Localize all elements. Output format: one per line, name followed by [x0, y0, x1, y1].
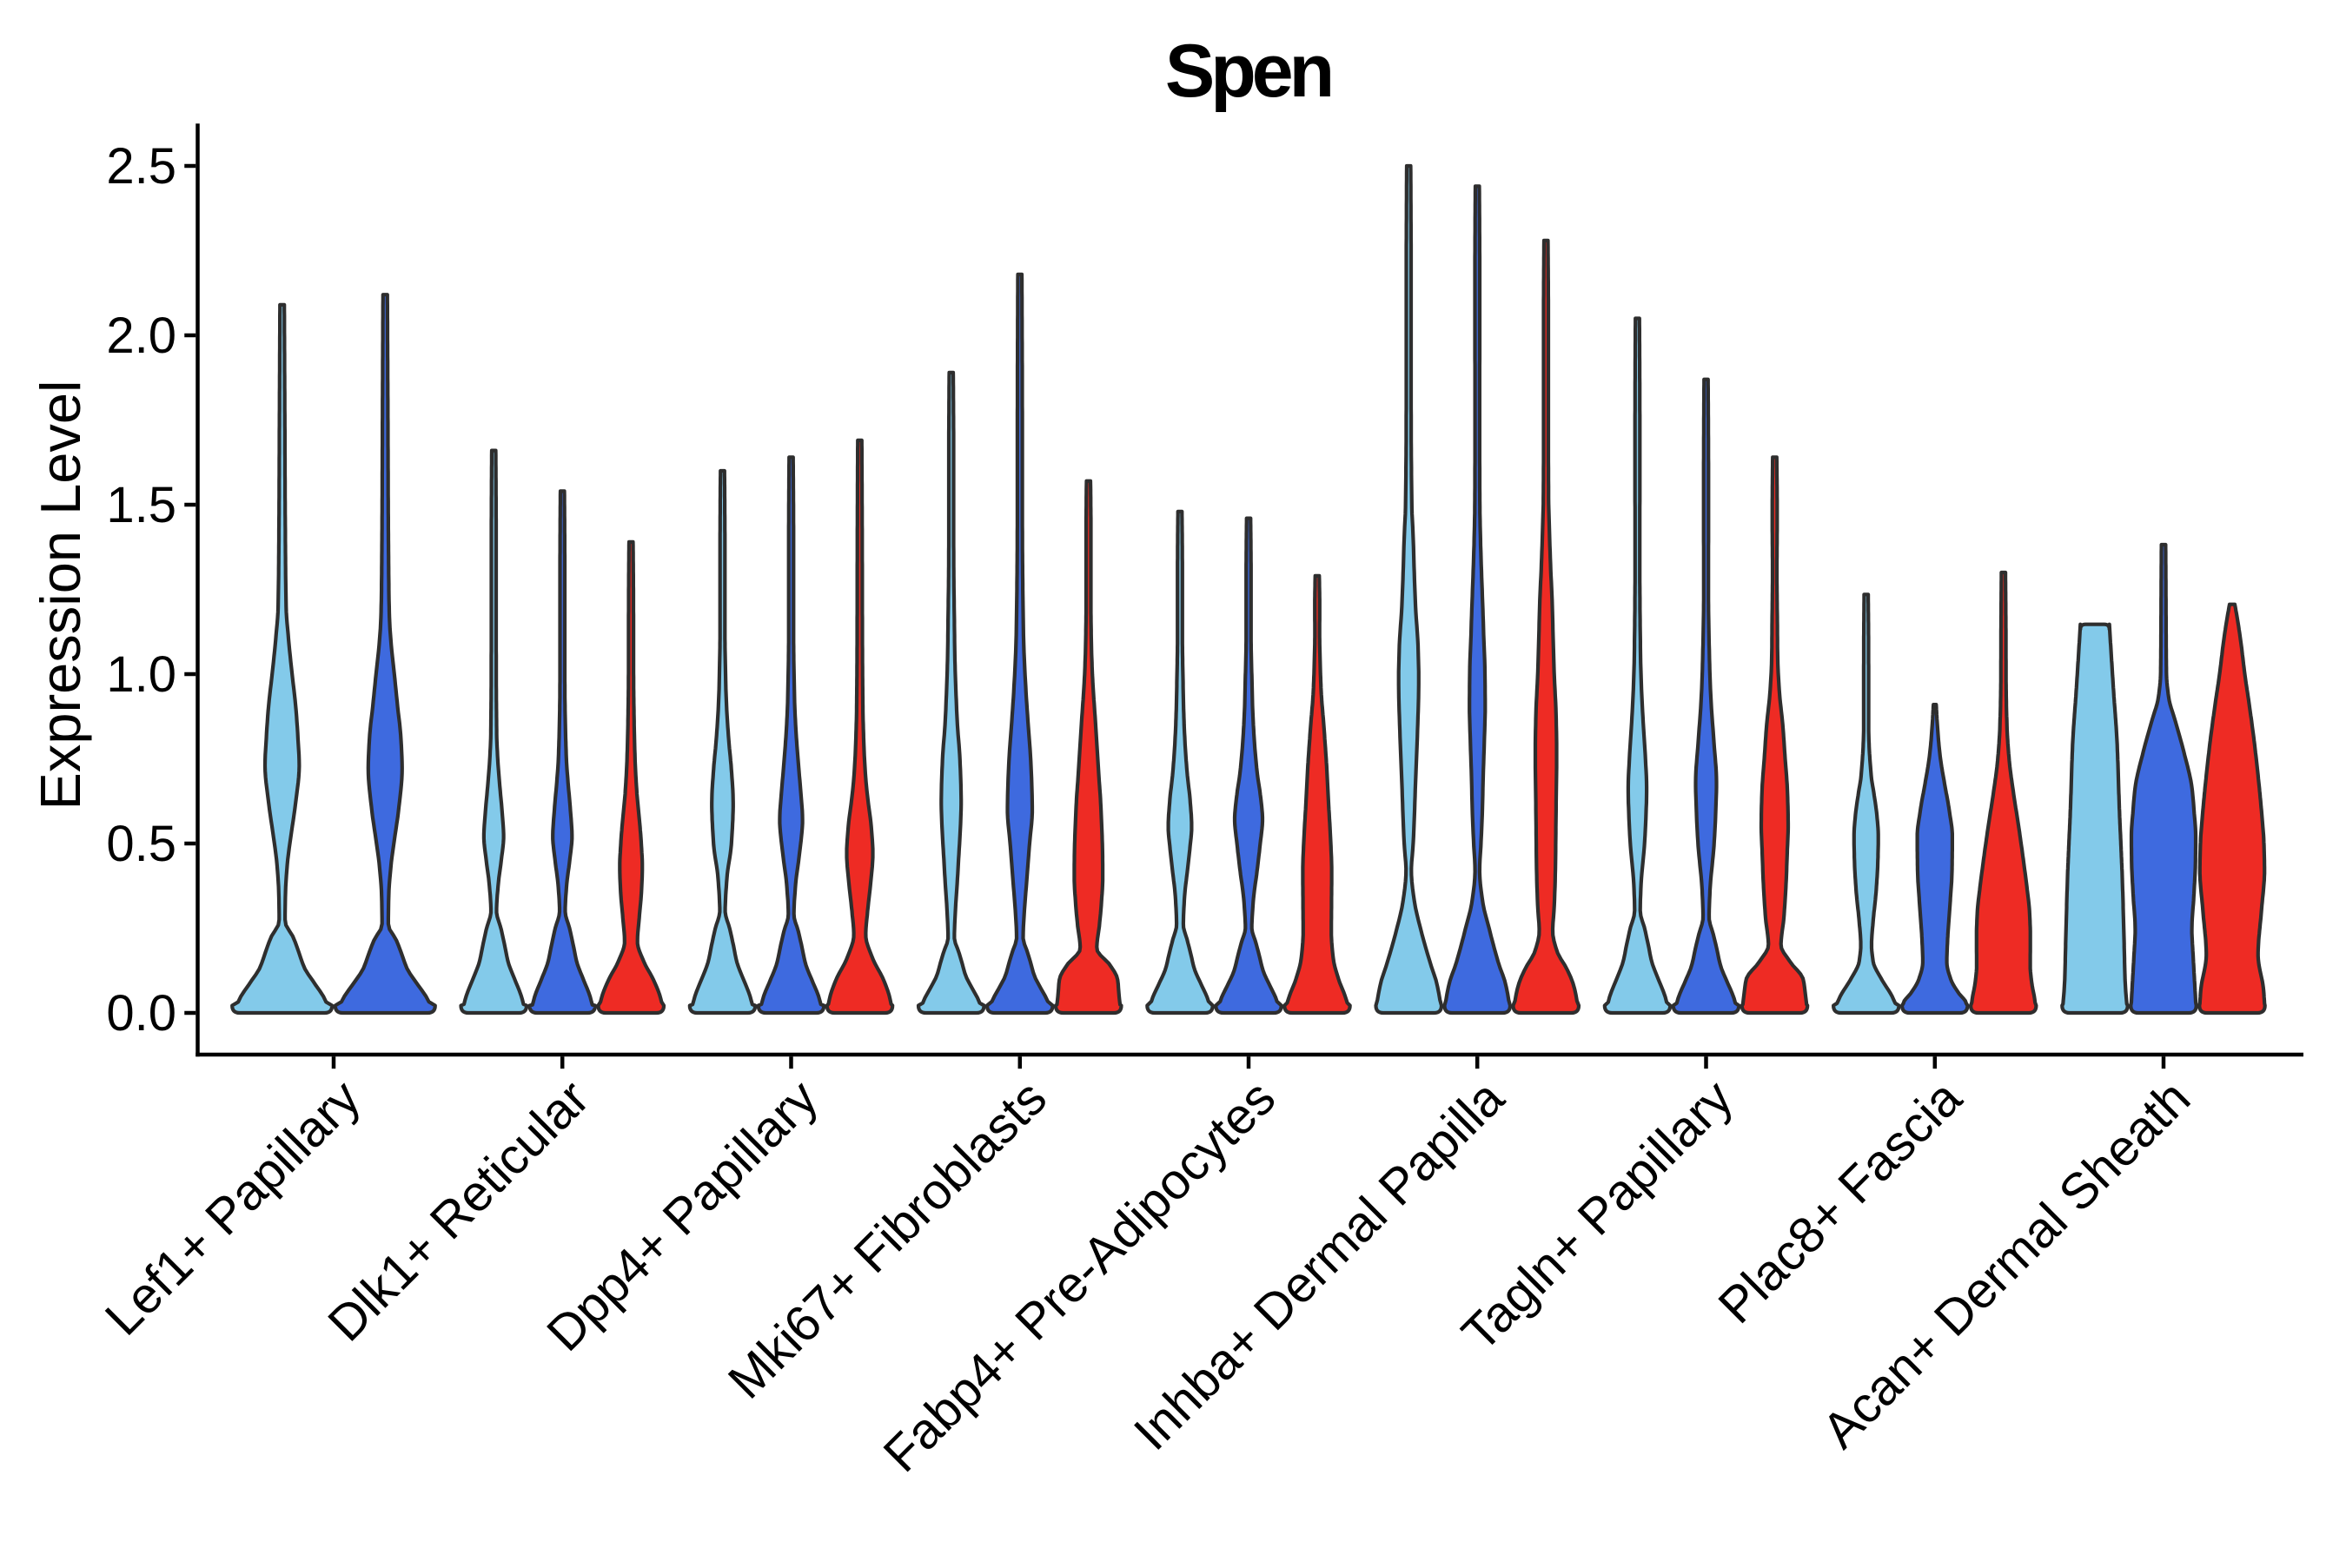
- svg-text:1.0: 1.0: [106, 646, 176, 703]
- svg-text:0.5: 0.5: [106, 816, 176, 872]
- svg-text:1.5: 1.5: [106, 477, 176, 533]
- svg-text:2.0: 2.0: [106, 308, 176, 364]
- svg-text:0.0: 0.0: [106, 985, 176, 1042]
- svg-text:2.5: 2.5: [106, 138, 176, 195]
- svg-text:Spen: Spen: [1165, 30, 1331, 113]
- svg-text:Expression Level: Expression Level: [29, 380, 92, 810]
